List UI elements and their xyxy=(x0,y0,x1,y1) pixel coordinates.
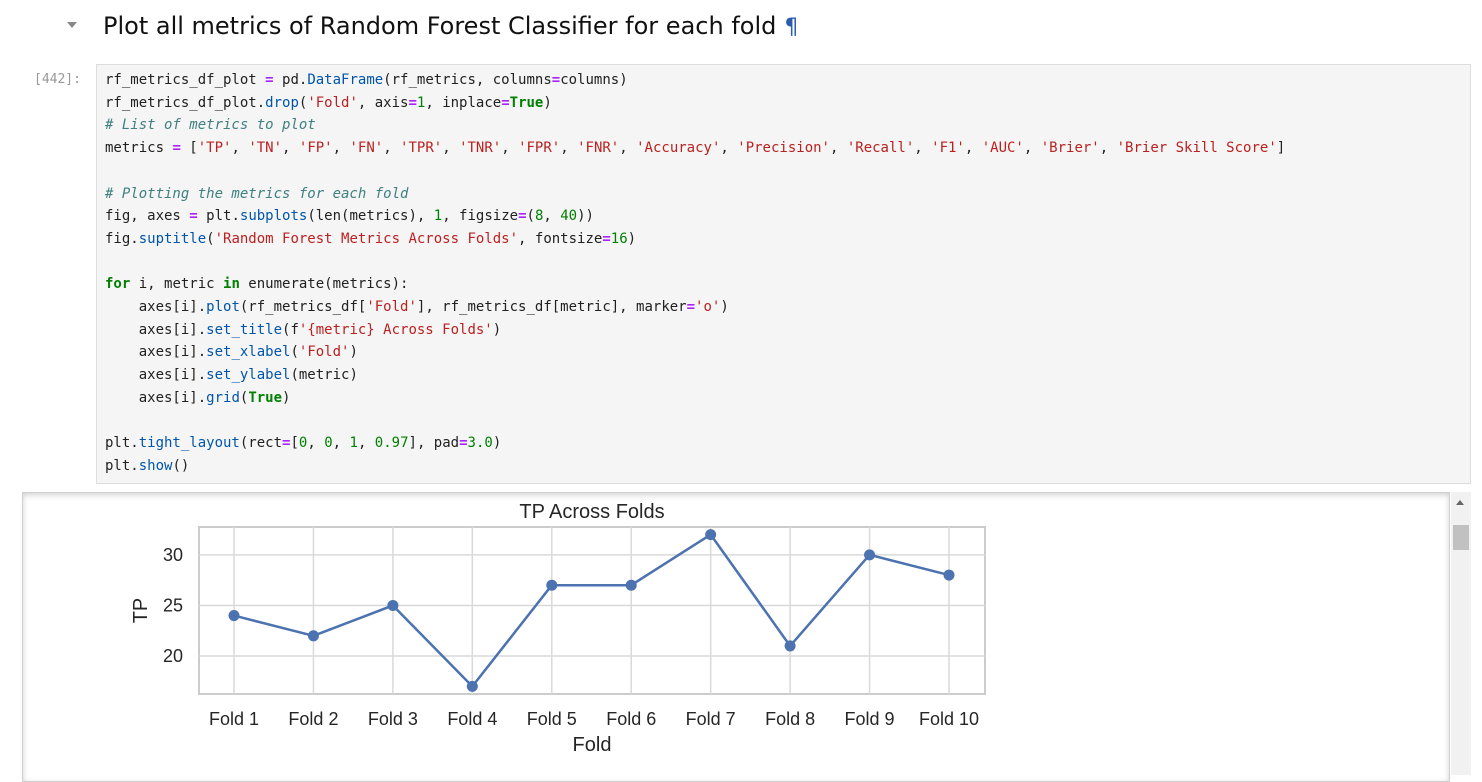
y-tick-label: 20 xyxy=(163,646,183,666)
scrollbar-thumb[interactable] xyxy=(1453,525,1469,550)
code-line: # Plotting the metrics for each fold xyxy=(105,185,409,202)
code-line: axes[i].set_ylabel(metric) xyxy=(105,367,358,384)
heading-text: Plot all metrics of Random Forest Classi… xyxy=(103,12,777,40)
x-tick-label: Fold 3 xyxy=(368,709,418,729)
data-point xyxy=(387,599,399,611)
code-line: axes[i].plot(rf_metrics_df['Fold'], rf_m… xyxy=(105,299,729,315)
data-point xyxy=(466,680,478,692)
series-line xyxy=(233,533,950,688)
chart-title: TP Across Folds xyxy=(519,501,664,523)
x-tick-label: Fold 4 xyxy=(447,709,497,729)
code-line: axes[i].grid(True) xyxy=(105,389,291,406)
data-point xyxy=(625,579,637,591)
data-point xyxy=(784,640,796,652)
code-line: plt.show() xyxy=(105,457,190,474)
code-line: plt.tight_layout(rect=[0, 0, 1, 0.97], p… xyxy=(105,435,502,452)
x-tick-label: Fold 7 xyxy=(686,709,736,729)
data-point xyxy=(705,529,717,541)
data-point xyxy=(943,569,955,581)
y-tick-label: 30 xyxy=(163,545,183,565)
x-tick-label: Fold 9 xyxy=(845,709,895,729)
code-line: fig.suptitle('Random Forest Metrics Acro… xyxy=(105,230,637,247)
collapse-toggle-icon[interactable] xyxy=(67,22,77,28)
y-axis-label: TP xyxy=(130,598,152,624)
data-point xyxy=(307,630,319,642)
data-point xyxy=(864,549,876,561)
code-line: for i, metric in enumerate(metrics): xyxy=(105,276,409,293)
x-axis-label: Fold xyxy=(573,734,612,756)
input-prompt: [442]: xyxy=(34,72,81,87)
code-line: axes[i].set_xlabel('Fold') xyxy=(105,344,358,361)
code-editor[interactable]: rf_metrics_df_plot = pd.DataFrame(rf_met… xyxy=(96,64,1471,484)
x-tick-label: Fold 8 xyxy=(765,709,815,729)
y-tick-label: 25 xyxy=(163,595,183,615)
scroll-up-arrow-icon[interactable] xyxy=(1456,500,1464,505)
code-line: rf_metrics_df_plot.drop('Fold', axis=1, … xyxy=(105,94,552,111)
data-point xyxy=(546,579,558,591)
x-tick-label: Fold 10 xyxy=(919,709,979,729)
output-scrollbar[interactable] xyxy=(1451,492,1471,775)
code-line: rf_metrics_df_plot = pd.DataFrame(rf_met… xyxy=(105,72,628,88)
x-tick-label: Fold 5 xyxy=(527,709,577,729)
code-line: metrics = ['TP', 'TN', 'FP', 'FN', 'TPR'… xyxy=(105,140,1286,157)
output-area: Fold 1 Fold 2 Fold 3 Fold 4 Fold 5 Fold 6 Fold… xyxy=(22,492,1450,782)
cell-heading: Plot all metrics of Random Forest Classi… xyxy=(103,12,798,40)
x-tick-label: Fold 1 xyxy=(209,709,259,729)
x-tick-label: Fold 6 xyxy=(606,709,656,729)
data-point xyxy=(228,610,240,622)
chart: Fold 1 Fold 2 Fold 3 Fold 4 Fold 5 Fold 6 Fold… xyxy=(130,501,986,756)
code-line: fig, axes = plt.subplots(len(metrics), 1… xyxy=(105,208,594,225)
code-line: axes[i].set_title(f'{metric} Across Fold… xyxy=(105,321,502,338)
heading-anchor-link[interactable]: ¶ xyxy=(784,15,799,40)
x-tick-label: Fold 2 xyxy=(288,709,338,729)
code-line: # List of metrics to plot xyxy=(105,117,316,134)
